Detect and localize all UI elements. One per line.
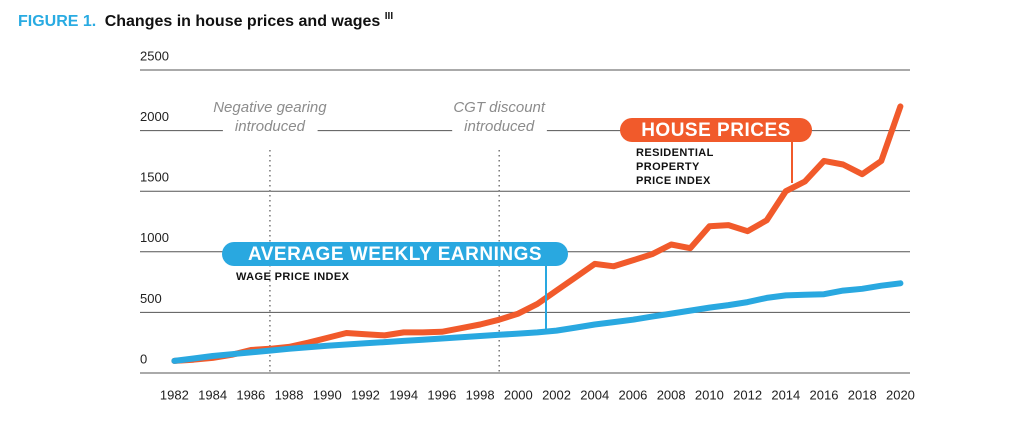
legend-label: AVERAGE WEEKLY EARNINGS [248,244,542,265]
x-tick-label: 1990 [313,387,342,402]
x-tick-label: 1996 [427,387,456,402]
x-tick-label: 1988 [275,387,304,402]
x-tick-label: 2006 [618,387,647,402]
x-tick-label: 1982 [160,387,189,402]
x-tick-label: 2016 [810,387,839,402]
legend-pill [620,118,812,142]
x-tick-label: 1994 [389,387,418,402]
x-tick-label: 2020 [886,387,915,402]
event-label: CGT discount [453,99,546,116]
figure-label: FIGURE 1. [18,13,96,30]
event-label: introduced [464,118,535,135]
event-label-bg [222,117,318,135]
x-tick-label: 2000 [504,387,533,402]
x-tick-label: 2014 [771,387,800,402]
y-tick-label: 2500 [140,48,169,63]
y-tick-label: 1500 [140,170,169,185]
x-tick-label: 1998 [466,387,495,402]
title-text: Changes in house prices and wages [105,13,381,30]
title-note: III [385,11,394,22]
x-tick-label: 1986 [236,387,265,402]
legend-subtitle: PRICE INDEX [636,175,711,187]
x-tick-label: 1984 [198,387,227,402]
y-tick-label: 1000 [140,230,169,245]
x-tick-label: 1992 [351,387,380,402]
chart-title: FIGURE 1. Changes in house prices and wa… [18,11,393,31]
y-tick-label: 0 [140,351,147,366]
x-tick-label: 2004 [580,387,609,402]
y-tick-label: 500 [140,291,162,306]
legend-label: HOUSE PRICES [641,120,791,141]
legend-subtitle: WAGE PRICE INDEX [236,271,350,283]
legend-subtitle: PROPERTY [636,161,700,173]
legend-pill [222,242,568,266]
event-label-bg [452,117,547,135]
x-tick-label: 2002 [542,387,571,402]
x-tick-label: 2010 [695,387,724,402]
legend-subtitle: RESIDENTIAL [636,147,714,159]
x-tick-label: 2018 [848,387,877,402]
series-line [171,280,904,364]
event-label: introduced [235,118,306,135]
x-tick-label: 2008 [657,387,686,402]
y-tick-label: 2000 [140,109,169,124]
x-tick-label: 2012 [733,387,762,402]
event-label: Negative gearing [213,99,327,116]
